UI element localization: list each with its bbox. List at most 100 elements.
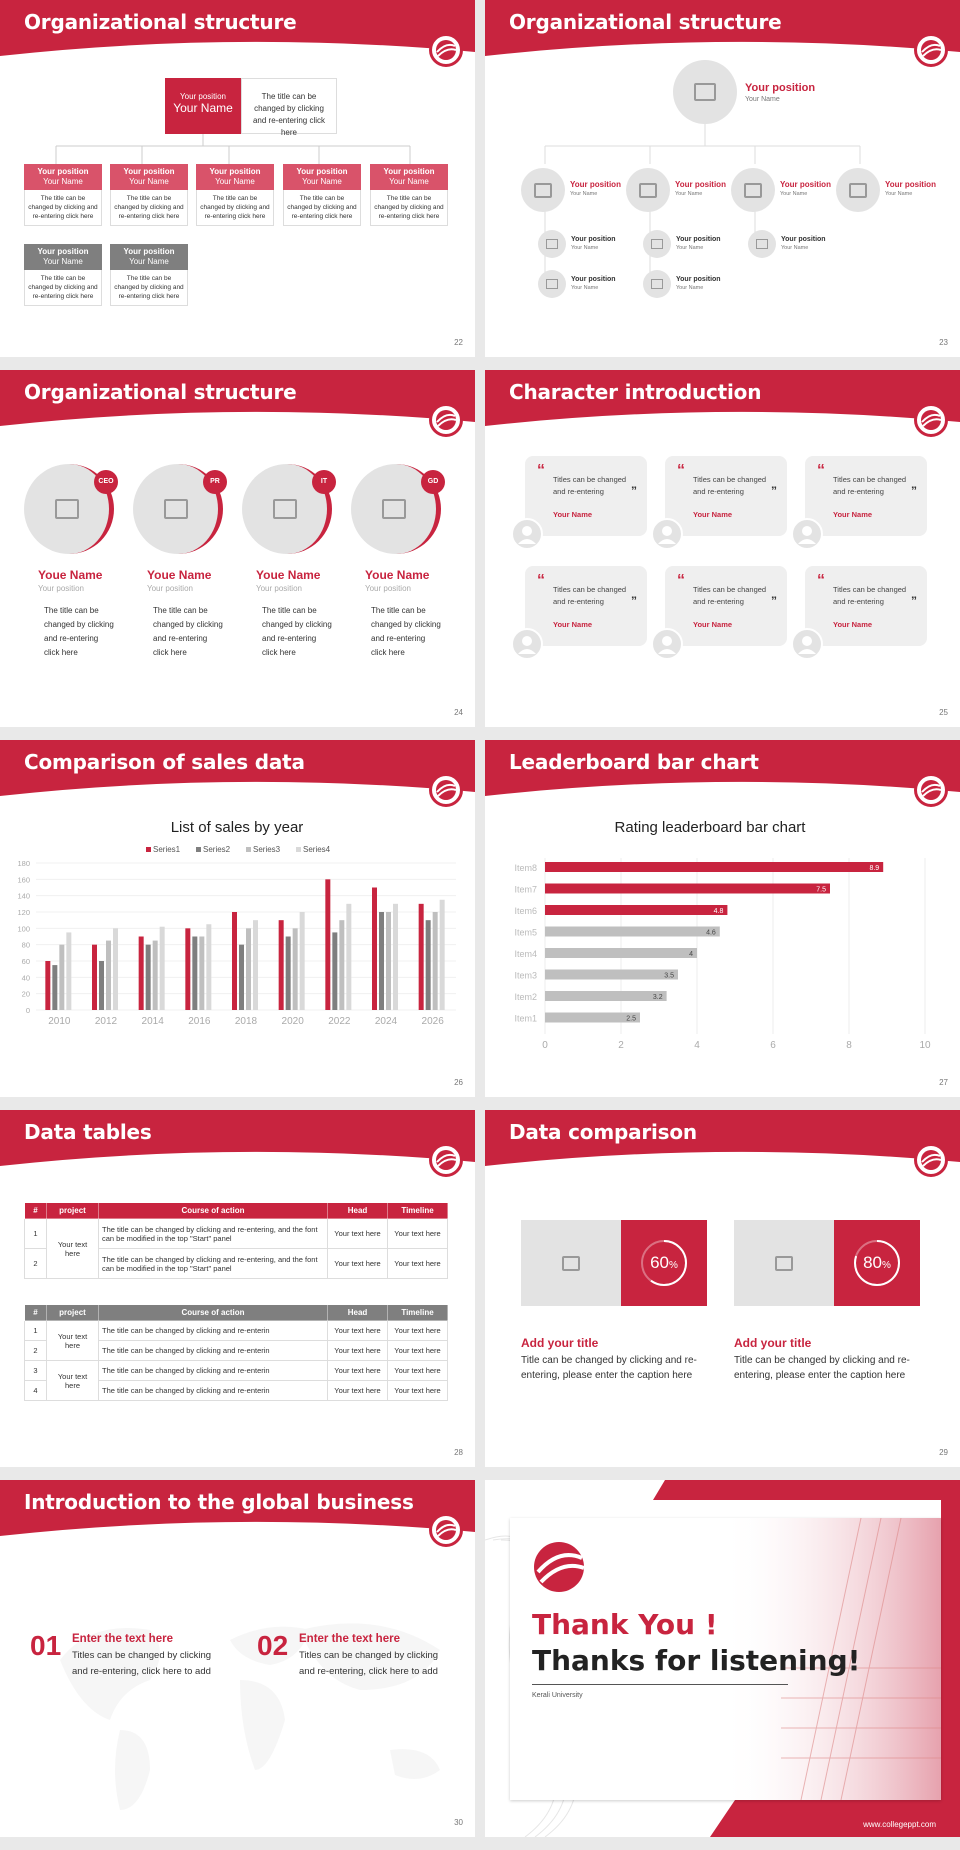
avatar[interactable]	[538, 230, 566, 258]
quote-author: Your Name	[693, 620, 733, 629]
bar	[145, 944, 151, 1010]
data-label: 4.8	[714, 908, 724, 915]
table-row: 1 Your text here The title can be change…	[24, 1218, 448, 1279]
character-card[interactable]: “ Titles can be changed and re-entering ” Y…	[665, 456, 787, 536]
org-box[interactable]: Your position Your Name The title can be c…	[283, 164, 361, 226]
avatar[interactable]	[731, 168, 775, 212]
bar	[545, 883, 830, 894]
table-cell: Your text here	[46, 1320, 99, 1361]
logo-icon	[429, 773, 463, 807]
y-tick-label: 120	[17, 908, 30, 917]
slide-27[interactable]: Leaderboard bar chart Rating leaderboard…	[485, 740, 960, 1097]
org-box[interactable]: Your position Your Name The title can be c…	[24, 244, 102, 306]
avatar	[791, 518, 823, 550]
image-placeholder-icon	[756, 239, 768, 249]
image-placeholder-icon	[54, 499, 79, 519]
y-tick-label: Item1	[514, 1014, 537, 1024]
slide-29[interactable]: Data comparison 60% Add your title Title c…	[485, 1110, 960, 1467]
item-heading: Enter the text here	[72, 1633, 173, 1645]
avatar[interactable]	[626, 168, 670, 212]
x-tick-label: 8	[846, 1040, 852, 1051]
org-box[interactable]: Your position Your Name The title can be c…	[370, 164, 448, 226]
person-card[interactable]: IT Youe Name Your position The title can be…	[242, 464, 342, 704]
member-name: Your Name	[571, 285, 599, 291]
y-tick-label: Item4	[514, 949, 537, 959]
person-card[interactable]: PR Youe Name Your position The title can be…	[133, 464, 233, 704]
org-top-desc: The title can be changed by clicking and…	[241, 78, 337, 137]
character-card[interactable]: “ Titles can be changed and re-entering ” Y…	[805, 566, 927, 646]
slide-22[interactable]: Organizational structure Your position Y…	[0, 0, 475, 357]
quote-text: Titles can be changed and re-entering	[693, 585, 767, 606]
item-desc: Titles can be changed by clicking and re…	[72, 1650, 212, 1677]
org-position: Your position	[383, 167, 435, 176]
slide-24[interactable]: Organizational structure CEO Youe Name You…	[0, 370, 475, 727]
data-table-1: # project Course of action Head Timeline 1 Y…	[24, 1202, 448, 1279]
person-position: Your position	[147, 584, 193, 593]
slide-header: Data tables	[0, 1110, 475, 1180]
slide-header: Character introduction	[485, 370, 960, 440]
page-number: 28	[454, 1448, 463, 1457]
image-placeholder-icon	[849, 182, 867, 198]
table-cell: The title can be changed by clicking and…	[98, 1360, 328, 1381]
table-cell: Your text here	[327, 1340, 388, 1361]
org-box[interactable]: Your position Your Name The title can be c…	[110, 244, 188, 306]
character-card[interactable]: “ Titles can be changed and re-entering ” Y…	[805, 456, 927, 536]
quote-author: Your Name	[553, 510, 593, 519]
close-quote-icon: ”	[631, 594, 637, 608]
bar	[45, 961, 51, 1010]
slide-26[interactable]: Comparison of sales data List of sales b…	[0, 740, 475, 1097]
item-heading: Add your title	[521, 1336, 599, 1350]
item-desc: Title can be changed by clicking and re-…	[734, 1355, 910, 1381]
slide-28[interactable]: Data tables # project Course of action Head…	[0, 1110, 475, 1467]
person-card[interactable]: CEO Youe Name Your position The title can b…	[24, 464, 124, 704]
org-box[interactable]: Your position Your Name The title can be c…	[196, 164, 274, 226]
avatar[interactable]	[521, 168, 565, 212]
org-box[interactable]: Your position Your Name The title can be c…	[24, 164, 102, 226]
avatar[interactable]	[643, 270, 671, 298]
avatar[interactable]	[836, 168, 880, 212]
quote-text: Titles can be changed and re-entering	[553, 475, 627, 496]
x-tick-label: 2012	[95, 1016, 118, 1027]
member-name: Your Name	[781, 245, 809, 251]
logo-icon	[914, 1143, 948, 1177]
org-position: Your position	[123, 247, 175, 256]
table-row: 2 The title can be changed by clicking a…	[24, 1340, 448, 1361]
x-tick-label: 2	[618, 1040, 624, 1051]
quote-author: Your Name	[833, 620, 873, 629]
image-placeholder[interactable]	[734, 1220, 834, 1306]
slide-title: Introduction to the global business	[24, 1490, 414, 1514]
member-name: Your Name	[571, 245, 599, 251]
org-box[interactable]: Your position Your Name The title can be c…	[110, 164, 188, 226]
department-badge: CEO	[94, 470, 118, 494]
y-tick-label: 20	[22, 990, 30, 999]
character-card[interactable]: “ Titles can be changed and re-entering ” Y…	[525, 566, 647, 646]
image-placeholder-icon	[163, 499, 188, 519]
slide-31[interactable]: Thank You ! Thanks for listening! Kerali…	[485, 1480, 960, 1837]
org-position: Your position	[209, 167, 261, 176]
avatar[interactable]	[673, 60, 737, 124]
avatar[interactable]	[538, 270, 566, 298]
avatar[interactable]	[643, 230, 671, 258]
logo-icon	[914, 773, 948, 807]
avatar[interactable]	[748, 230, 776, 258]
slide-30[interactable]: Introduction to the global business 01 En…	[0, 1480, 475, 1837]
legend-label: Series1	[153, 845, 181, 854]
image-placeholder[interactable]	[521, 1220, 621, 1306]
table-cell: Your text here	[327, 1248, 388, 1279]
slide-header: Comparison of sales data	[0, 740, 475, 810]
character-card[interactable]: “ Titles can be changed and re-entering ” Y…	[665, 566, 787, 646]
website-link[interactable]: www.collegeppt.com	[863, 1820, 936, 1829]
slide-title: Organizational structure	[509, 10, 782, 34]
user-icon	[798, 636, 816, 654]
org-top-box[interactable]: Your position Your Name	[165, 78, 241, 134]
person-card[interactable]: GD Youe Name Your position The title can be…	[351, 464, 451, 704]
slide-25[interactable]: Character introduction “ Titles can be ch…	[485, 370, 960, 727]
table-cell: Your text here	[387, 1218, 448, 1249]
image-placeholder-icon	[694, 83, 716, 101]
org-desc: The title can be changed by clicking and…	[24, 190, 102, 226]
member-position: Your position	[571, 276, 616, 283]
bar	[545, 991, 667, 1001]
character-card[interactable]: “ Titles can be changed and re-entering ” Y…	[525, 456, 647, 536]
slide-23[interactable]: Organizational structure Your position Y…	[485, 0, 960, 357]
bar	[332, 932, 338, 1010]
